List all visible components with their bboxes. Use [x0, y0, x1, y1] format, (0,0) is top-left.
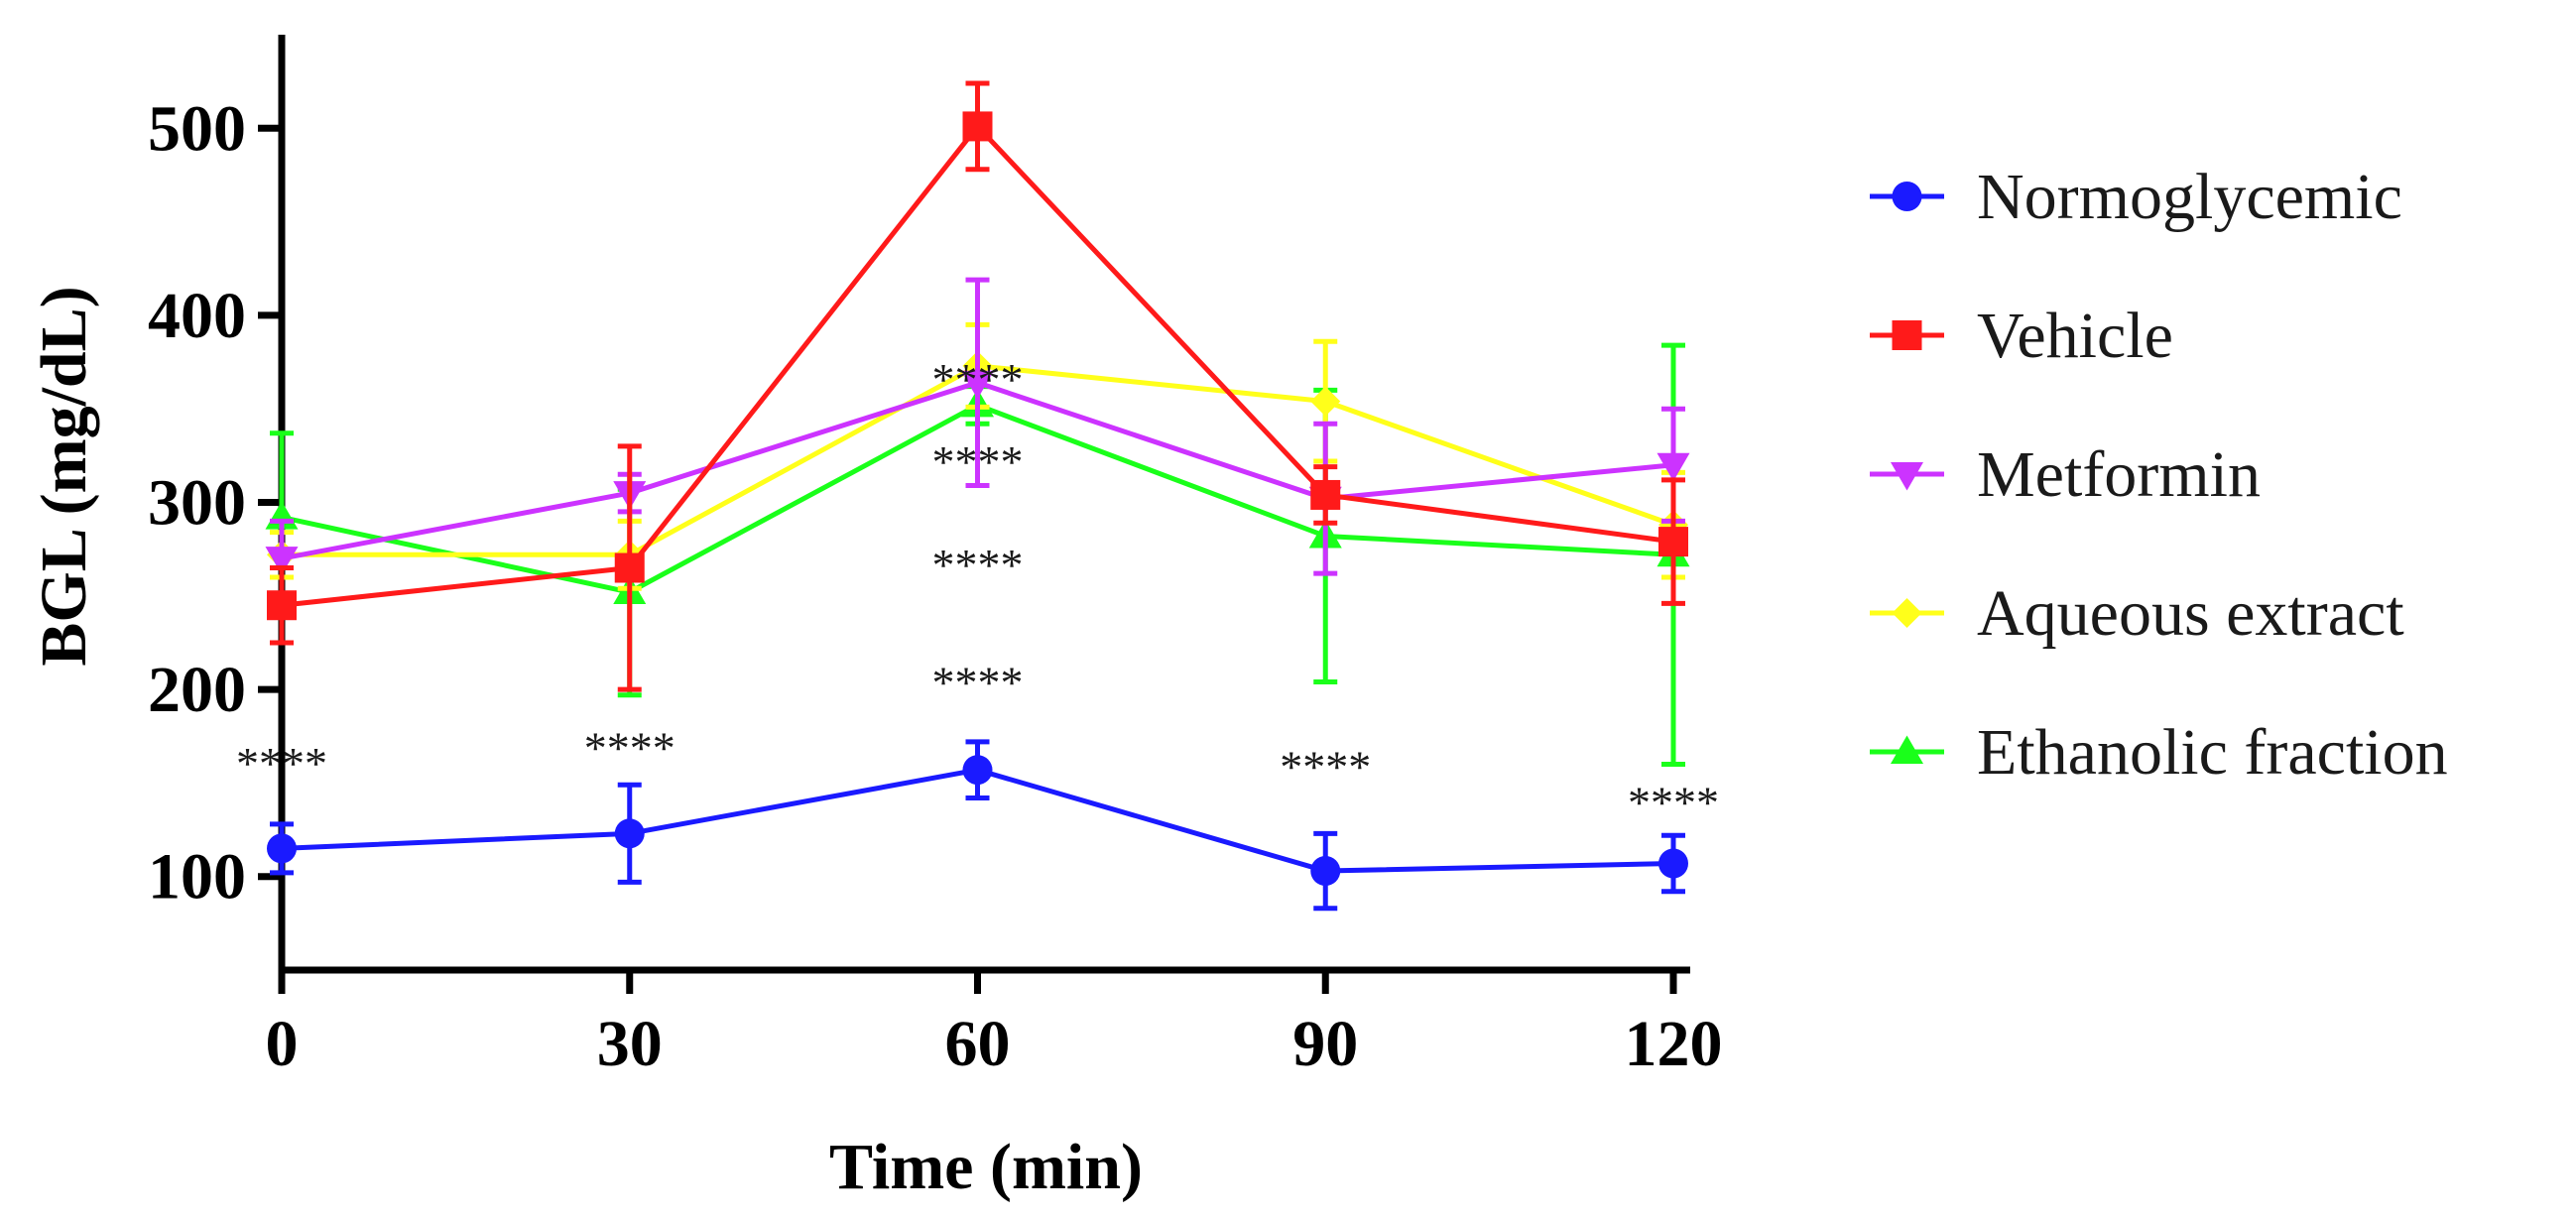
y-axis-title: BGL (mg/dL) — [28, 286, 100, 666]
y-tick-label-100: 100 — [148, 841, 246, 914]
legend-label-ethanolic-fraction: Ethanolic fraction — [1977, 716, 2448, 789]
legend-marker-aqueous-extract — [1892, 598, 1922, 628]
legend-marker-ethanolic-fraction — [1891, 735, 1923, 764]
point-metformin-60 — [961, 370, 994, 400]
point-vehicle-90 — [1310, 479, 1341, 510]
point-aqueous-extract-90 — [1310, 386, 1341, 417]
legend-marker-vehicle — [1892, 320, 1922, 350]
x-tick-label-30: 30 — [597, 1008, 663, 1080]
legend-label-aqueous-extract: Aqueous extract — [1977, 577, 2404, 650]
y-tick-label-500: 500 — [148, 92, 246, 165]
x-tick-label-90: 90 — [1292, 1008, 1358, 1080]
y-tick-label-400: 400 — [148, 280, 246, 352]
y-tick-label-200: 200 — [148, 654, 246, 726]
point-vehicle-120 — [1658, 527, 1688, 557]
x-tick-label-0: 0 — [266, 1008, 299, 1080]
point-vehicle-60 — [962, 111, 993, 142]
series-vehicle — [267, 80, 1688, 692]
legend-marker-normoglycemic — [1892, 182, 1922, 211]
legend: Normoglycemic Vehicle Metformin Aqueous ext… — [1870, 161, 2448, 789]
significance-label: **** — [1628, 777, 1719, 827]
x-ticks: 0 30 60 90 120 — [266, 970, 1723, 1080]
legend-label-normoglycemic: Normoglycemic — [1977, 161, 2402, 233]
legend-item-metformin: Metformin — [1870, 438, 2261, 511]
significance-label: **** — [932, 354, 1024, 405]
point-normoglycemic-0 — [267, 833, 297, 864]
point-vehicle-0 — [267, 590, 297, 621]
axes — [278, 35, 1690, 974]
series-layer — [265, 80, 1690, 912]
legend-item-vehicle: Vehicle — [1870, 300, 2173, 372]
significance-label: **** — [584, 723, 675, 774]
legend-item-normoglycemic: Normoglycemic — [1870, 161, 2402, 233]
significance-label: **** — [236, 738, 327, 789]
significance-label: **** — [1280, 742, 1371, 793]
legend-item-aqueous-extract: Aqueous extract — [1870, 577, 2404, 650]
point-normoglycemic-30 — [614, 818, 645, 849]
point-normoglycemic-120 — [1658, 848, 1688, 879]
y-ticks: 100 200 300 400 500 — [148, 92, 282, 914]
significance-label: **** — [932, 436, 1024, 487]
point-metformin-0 — [265, 547, 299, 575]
point-metformin-120 — [1656, 452, 1690, 482]
significance-label: **** — [932, 658, 1024, 708]
legend-label-vehicle: Vehicle — [1977, 300, 2173, 372]
point-normoglycemic-60 — [962, 755, 993, 786]
x-axis-title: Time (min) — [829, 1131, 1143, 1203]
y-tick-label-300: 300 — [148, 467, 246, 540]
annotation-layer: **** **** **** **** **** **** **** **** — [236, 354, 1719, 827]
legend-label-metformin: Metformin — [1977, 438, 2261, 511]
x-tick-label-60: 60 — [945, 1008, 1011, 1080]
legend-item-ethanolic-fraction: Ethanolic fraction — [1870, 716, 2448, 789]
point-vehicle-30 — [614, 552, 645, 583]
x-tick-label-120: 120 — [1625, 1008, 1723, 1080]
point-normoglycemic-90 — [1310, 856, 1341, 887]
series-normoglycemic — [267, 739, 1688, 912]
legend-marker-metformin — [1891, 462, 1923, 491]
significance-label: **** — [932, 540, 1024, 590]
